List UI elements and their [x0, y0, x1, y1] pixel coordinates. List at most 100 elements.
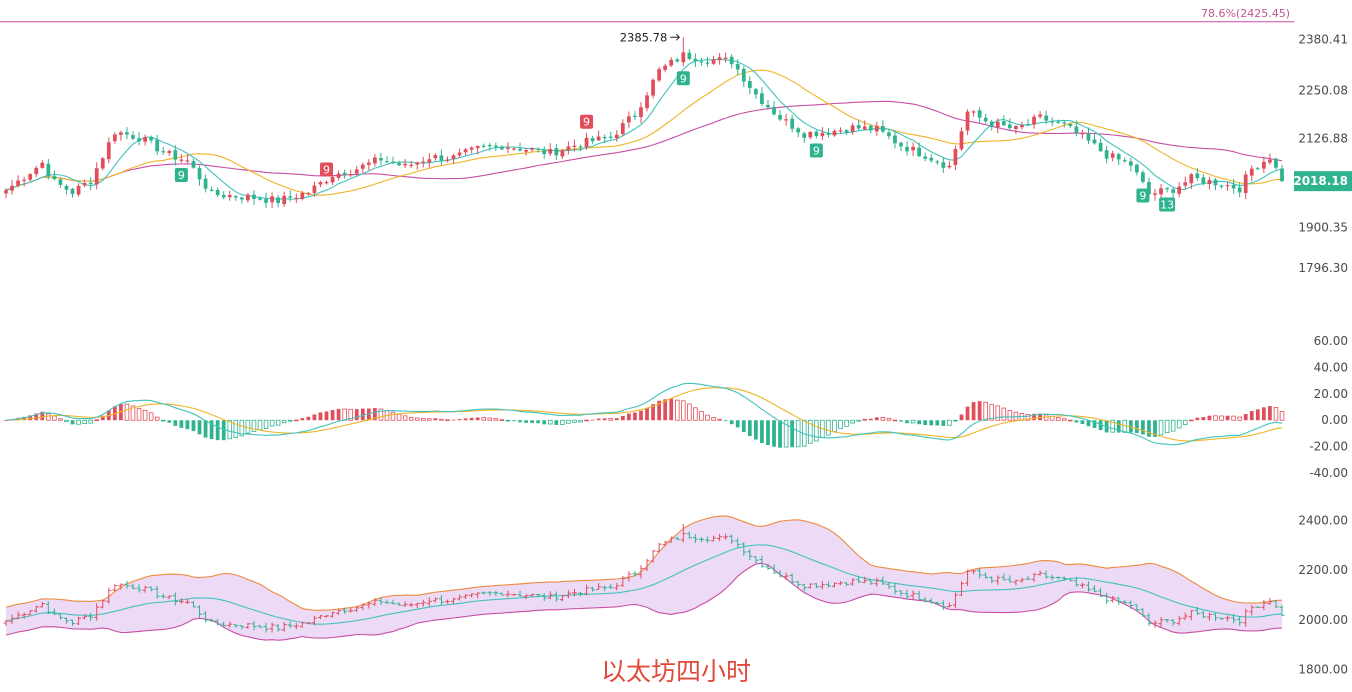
macd-histogram-bar — [396, 413, 402, 421]
candle-body — [977, 110, 982, 118]
macd-histogram-bar — [633, 412, 637, 421]
macd-histogram-bar — [373, 408, 377, 421]
candle-body — [282, 195, 287, 205]
macd-histogram-bar — [862, 418, 868, 421]
candle-body — [391, 161, 395, 163]
candle-body — [868, 125, 873, 131]
candle-body — [1237, 187, 1242, 193]
candle-body — [639, 107, 643, 118]
price-axis-tick-label: 2126.88 — [1298, 132, 1348, 146]
macd-histogram-bar — [354, 409, 359, 421]
candle-body — [373, 157, 377, 164]
macd-histogram-bar — [1237, 416, 1242, 421]
candle-body — [300, 193, 305, 200]
candle-body — [227, 195, 232, 198]
candle-body — [832, 130, 837, 136]
macd-histogram-bar — [795, 419, 801, 448]
candle-body — [246, 194, 250, 201]
candle-body — [820, 132, 825, 137]
macd-histogram-bar — [1153, 420, 1157, 437]
candle-body — [161, 151, 166, 153]
macd-histogram-bar — [1055, 417, 1061, 421]
macd-histogram-bar — [1110, 419, 1115, 433]
candle-body — [790, 118, 795, 129]
candle-body — [360, 164, 365, 169]
peak-arrow — [670, 33, 681, 41]
macd-histogram-bar — [826, 419, 831, 436]
candle-body — [252, 194, 256, 199]
macd-histogram-bar — [427, 418, 432, 421]
td-marker-badge — [676, 71, 690, 86]
macd-histogram-bar — [778, 420, 782, 448]
macd-histogram-bar — [160, 419, 166, 422]
macd-histogram-bar — [28, 415, 33, 421]
boll-axis-tick-label: 2400.00 — [1298, 513, 1348, 527]
macd-histogram-bar — [651, 404, 655, 421]
candle-body — [929, 157, 934, 161]
macd-histogram-bar — [1201, 417, 1206, 421]
candle-body — [82, 182, 87, 186]
candle-body — [1104, 150, 1109, 159]
macd-histogram-bar — [760, 420, 764, 443]
candle-body — [1044, 115, 1049, 121]
candle-body — [1159, 188, 1163, 195]
candle-body — [1189, 174, 1194, 184]
candle-body — [348, 174, 353, 176]
macd-histogram-bar — [173, 420, 178, 426]
macd-histogram-bar — [1176, 419, 1182, 429]
candle-body — [620, 123, 625, 135]
td-marker-badge — [320, 162, 334, 177]
candle-body — [729, 56, 734, 65]
y-axis-labels: 2380.41 2250.08 2126.88 1900.35 1796.30 60.00… — [1298, 32, 1348, 676]
macd-panel — [4, 382, 1285, 448]
macd-histogram-bar — [312, 414, 317, 421]
candle-body — [808, 131, 813, 138]
macd-histogram-bar — [130, 405, 136, 421]
candle-body — [1128, 161, 1133, 166]
macd-histogram-bar — [179, 420, 184, 428]
candle-body — [112, 134, 117, 142]
macd-histogram-bar — [596, 418, 601, 421]
macd-histogram-bar — [1255, 409, 1260, 421]
candle-body — [143, 137, 147, 142]
candle-body — [94, 168, 99, 185]
macd-histogram-bar — [947, 419, 952, 426]
macd-histogram-bar — [191, 420, 196, 432]
macd-histogram-bar — [923, 420, 928, 425]
candle-body — [493, 145, 498, 147]
macd-histogram-bar — [868, 418, 873, 421]
macd-histogram-bar — [1189, 419, 1194, 422]
candle-body — [469, 147, 474, 150]
candle-body — [215, 189, 220, 196]
macd-histogram-bar — [669, 398, 674, 421]
macd-histogram-bar — [905, 420, 909, 424]
macd-histogram-bar — [94, 419, 99, 421]
candle-body — [554, 148, 559, 156]
candle-body — [500, 146, 504, 150]
candle-body — [584, 137, 589, 148]
macd-histogram-bar — [790, 420, 795, 448]
candle-body — [52, 176, 57, 180]
macd-histogram-bar — [584, 419, 589, 422]
macd-histogram-bar — [917, 420, 922, 425]
macd-histogram-bar — [408, 416, 414, 421]
candle-body — [1020, 125, 1024, 128]
macd-histogram-bar — [959, 414, 964, 421]
macd-histogram-bar — [874, 417, 879, 421]
candle-body — [1280, 168, 1284, 182]
macd-histogram-bar — [977, 401, 982, 421]
macd-histogram-bar — [505, 419, 511, 422]
candle-body — [463, 149, 468, 153]
candle-body — [941, 162, 946, 168]
macd-histogram-bar — [1074, 420, 1079, 423]
candle-body — [669, 59, 674, 66]
macd-histogram-bar — [221, 420, 226, 441]
candle-body — [64, 185, 69, 190]
macd-histogram-bar — [1268, 406, 1272, 421]
candle-body — [149, 136, 154, 141]
macd-histogram-bar — [814, 419, 819, 442]
boll-axis-tick-label: 2200.00 — [1298, 563, 1348, 577]
candle-body — [173, 150, 178, 160]
candle-body — [354, 169, 359, 174]
